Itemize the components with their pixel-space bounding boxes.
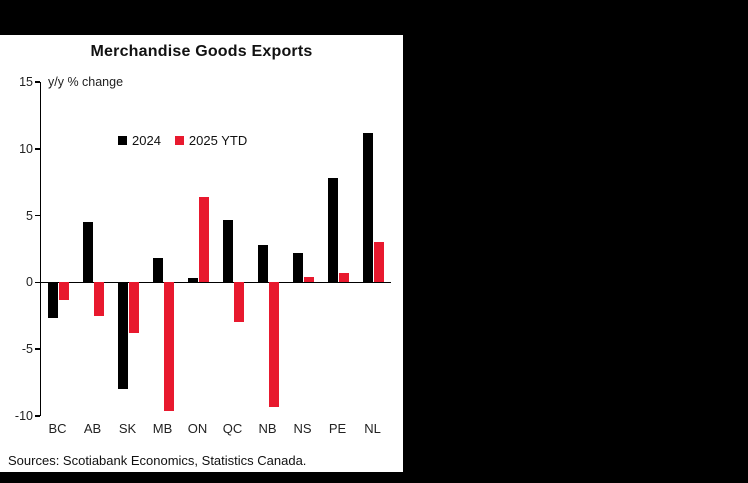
x-axis-label-nb: NB [258,421,277,436]
x-axis-label-bc: BC [48,421,67,436]
x-axis-label-qc: QC [222,421,243,436]
legend-label: 2024 [132,133,161,148]
bar-2024-sk [118,282,128,390]
bar-2024-nl [363,132,373,283]
y-axis-tick-label: 10 [19,141,33,156]
units-label: y/y % change [48,75,124,89]
y-axis-tick-mark [35,348,40,350]
x-axis-labels: BC AB SK MB ON QC NB NS PE NL [40,421,390,439]
bar-2025-ytd-bc [59,282,69,300]
y-axis-tick-label: 15 [19,75,33,89]
bar-2024-nb [258,244,268,283]
bar-2025-ytd-on [199,196,209,283]
x-axis-label-ab: AB [83,421,102,436]
bar-2024-on [188,278,198,283]
y-axis-tick-mark [35,214,40,217]
chart-panel: Merchandise Goods Exports y/y % change 2… [0,35,403,472]
x-axis-label-ns: NS [293,421,312,436]
legend: 2024 2025 YTD [118,133,247,148]
y-axis-tick-label: -5 [21,342,33,357]
legend-label: 2025 YTD [188,133,248,148]
x-axis-label-mb: MB [152,421,173,436]
y-axis-tick-mark [35,281,40,284]
bar-2025-ytd-ab [94,282,104,316]
x-axis-label-sk: SK [118,421,137,436]
legend-swatch-icon [118,136,127,145]
legend-item-2024: 2024 [118,133,161,148]
y-axis-tick-label: -10 [14,409,33,423]
bar-2025-ytd-pe [339,273,349,283]
bar-2025-ytd-ns [304,277,314,283]
y-axis: 15 10 5 0 -5 -10 [0,75,36,423]
bar-2024-ab [83,222,93,283]
bar-2024-pe [328,178,338,283]
bar-2024-ns [293,253,303,283]
chart-title: Merchandise Goods Exports [90,43,313,60]
source-text: Sources: Scotiabank Economics, Statistic… [8,453,307,468]
bar-2025-ytd-nb [269,282,279,407]
y-axis-tick-mark [35,81,40,83]
y-axis-tick-label: 5 [26,208,33,223]
bar-2024-mb [153,258,163,283]
bar-2024-bc [48,282,58,319]
bar-2025-ytd-qc [234,282,244,323]
x-axis-label-nl: NL [364,421,381,436]
bar-2025-ytd-nl [374,242,384,283]
bar-2025-ytd-sk [129,282,139,334]
x-axis-label-on: ON [187,421,208,436]
legend-swatch-icon [174,136,184,145]
bar-2025-ytd-mb [164,282,174,411]
bar-2024-qc [223,219,233,283]
y-axis-tick-mark [35,415,40,417]
x-axis-label-pe: PE [328,421,347,436]
plot-area [35,81,391,417]
y-axis-tick-label: 0 [26,275,33,290]
y-axis-tick-mark [35,148,40,150]
legend-item-2025-ytd: 2025 YTD [174,133,248,148]
zero-axis-line [41,281,391,284]
